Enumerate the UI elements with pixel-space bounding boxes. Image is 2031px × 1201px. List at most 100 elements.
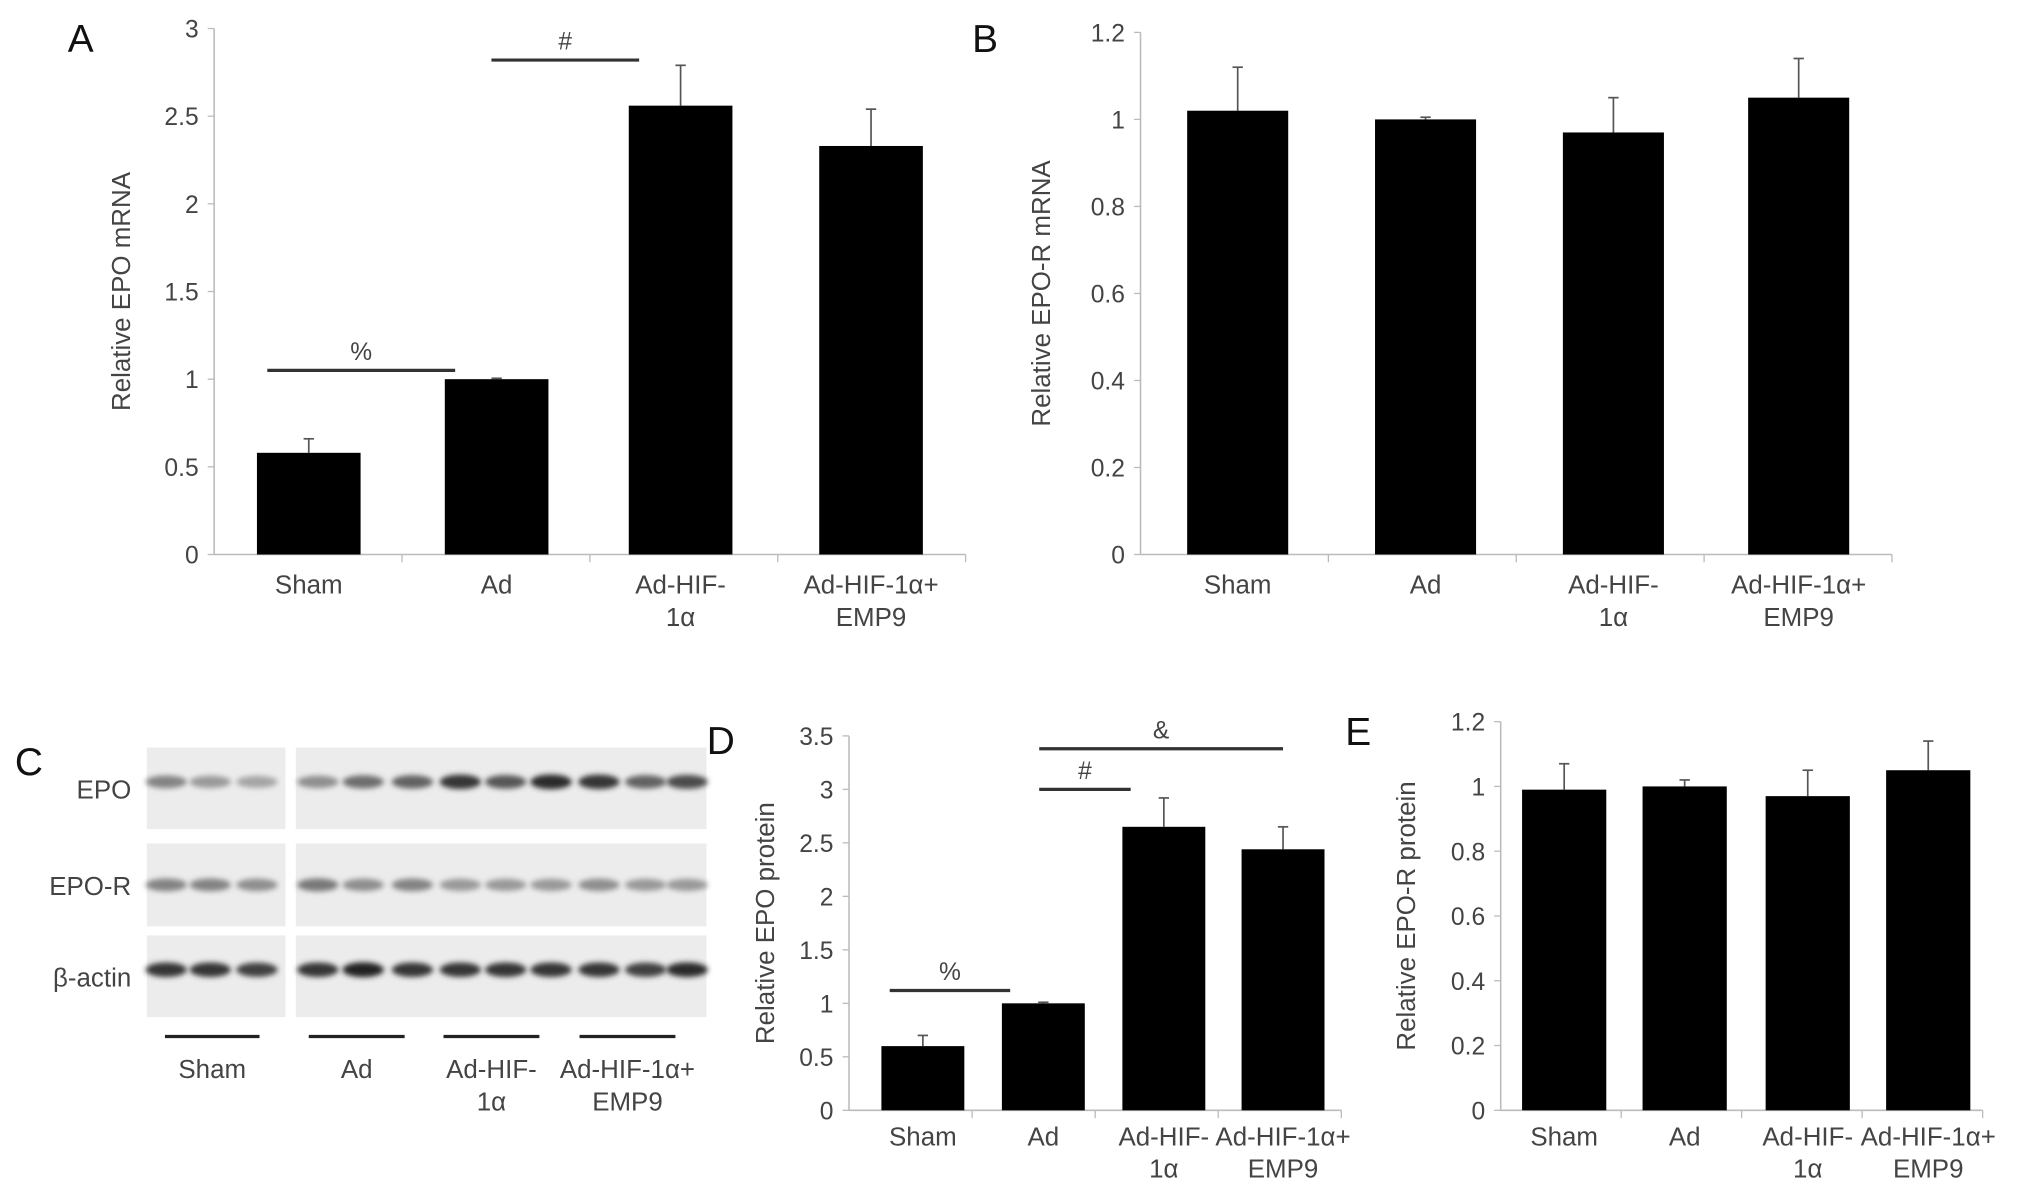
y-axis-label: Relative EPO-R protein [1393,781,1421,1050]
blot-band [236,878,278,892]
panel-letter: C [15,741,43,784]
panel-letter: A [68,18,94,61]
significance-symbol: # [1078,758,1092,785]
y-tick-label: 1.2 [1451,710,1485,737]
x-tick-label: 1α [1149,1156,1178,1184]
y-tick-label: 3 [820,777,834,804]
blot-band [530,774,572,790]
x-tick-label: Ad-HIF- [1119,1123,1210,1151]
blot-band [342,775,384,789]
y-tick-label: 1 [185,367,199,394]
x-tick-label: EMP9 [836,604,907,632]
x-tick-label: 1α [1793,1156,1822,1184]
blot-band [297,878,339,892]
significance-symbol: % [350,339,372,366]
significance-symbol: # [558,29,572,56]
y-tick-label: 1.5 [799,938,833,965]
y-tick-label: 0 [1471,1098,1485,1125]
bar [1122,826,1206,1111]
x-tick-label: Ad [481,571,513,599]
y-axis-label: Relative EPO protein [752,802,780,1044]
x-tick-label: Sham [1530,1123,1598,1151]
bar [1001,1003,1085,1111]
x-tick-label: Sham [1204,571,1272,599]
bar [1187,110,1289,555]
x-tick-label: EMP9 [1763,604,1834,632]
blot-band [342,878,384,892]
y-tick-label: 1 [1471,774,1485,801]
blot-membrane [146,747,286,830]
blot-band [624,878,667,891]
blot-band [297,962,339,977]
y-tick-label: 1.2 [1091,20,1125,47]
y-tick-label: 0 [185,543,199,570]
lane-group-label: Ad [341,1056,373,1084]
blot-band [578,878,620,892]
chart-panel-e: E 0 0.2 0.4 0.6 0.8 1 1.2 Relative EPO-R protein… [1345,710,1996,1184]
y-tick-label: 0.8 [1091,194,1125,221]
bar [256,452,361,555]
bar [1748,97,1850,555]
blot-band [624,962,667,977]
blot-band [391,962,434,977]
y-tick-label: 0 [1111,543,1125,570]
western-blot-panel: C EPO EPO-R β-actin Sham Ad Ad-HIF- 1α Ad-HIF-1α… [15,741,708,1116]
y-axis-label: Relative EPO-R mRNA [1028,160,1056,427]
y-tick-label: 2.5 [164,104,198,131]
y-tick-label: 2 [185,192,199,219]
y-tick-label: 0.6 [1451,904,1485,931]
significance-symbol: & [1153,717,1170,744]
blot-strip-0 [145,747,708,830]
lane-group-label: Sham [178,1056,246,1084]
bar [819,145,923,555]
bar [1642,786,1727,1111]
y-tick-label: 0.4 [1091,369,1125,396]
x-tick-label: Sham [889,1123,957,1151]
significance-symbol: % [939,959,961,986]
blot-band [578,962,620,977]
panel-letter: E [1345,711,1371,754]
bar [1562,132,1664,555]
blot-band [297,775,339,789]
blot-band [391,878,434,892]
y-tick-label: 0.6 [1091,282,1125,309]
x-tick-label: Ad [1669,1123,1701,1151]
blot-band [439,774,482,790]
blot-band [666,774,708,789]
lane-group-label: 1α [477,1088,506,1116]
x-tick-label: Ad-HIF- [1762,1123,1853,1151]
blot-band [530,878,572,891]
y-tick-label: 0.8 [1451,839,1485,866]
x-tick-label: EMP9 [1248,1156,1319,1184]
x-tick-label: Ad-HIF-1α+ [1215,1123,1350,1151]
bar-charts: A 0 0.5 1 1.5 2 2.5 3 Relative EPO mRNA Sham Ad Ad-… [68,17,1996,1184]
panel-letter: B [972,18,998,61]
blot-band [236,775,278,788]
y-tick-label: 0 [820,1098,834,1125]
x-tick-label: 1α [666,604,695,632]
blot-band [439,878,482,891]
x-tick-label: EMP9 [1893,1156,1964,1184]
blot-band [578,774,620,790]
x-tick-label: Sham [275,571,343,599]
y-tick-label: 0.2 [1451,1034,1485,1061]
x-tick-label: Ad [1028,1123,1060,1151]
blot-band [484,775,527,789]
blot-band [484,962,527,977]
x-tick-label: 1α [1599,604,1628,632]
x-tick-label: Ad-HIF-1α+ [1731,571,1866,599]
y-tick-label: 3.5 [799,724,833,751]
y-tick-label: 0.4 [1451,969,1485,996]
blot-band [145,962,187,977]
blot-band [484,878,527,891]
blot-band [342,962,384,978]
blot-band [236,962,278,977]
lane-group-label: EMP9 [592,1088,663,1116]
y-tick-label: 2 [820,884,834,911]
bar [1522,789,1607,1111]
y-tick-label: 1.5 [164,280,198,307]
x-tick-label: Ad-HIF- [635,571,726,599]
lane-group-label: Ad-HIF- [446,1056,537,1084]
x-tick-label: Ad-HIF- [1568,571,1659,599]
